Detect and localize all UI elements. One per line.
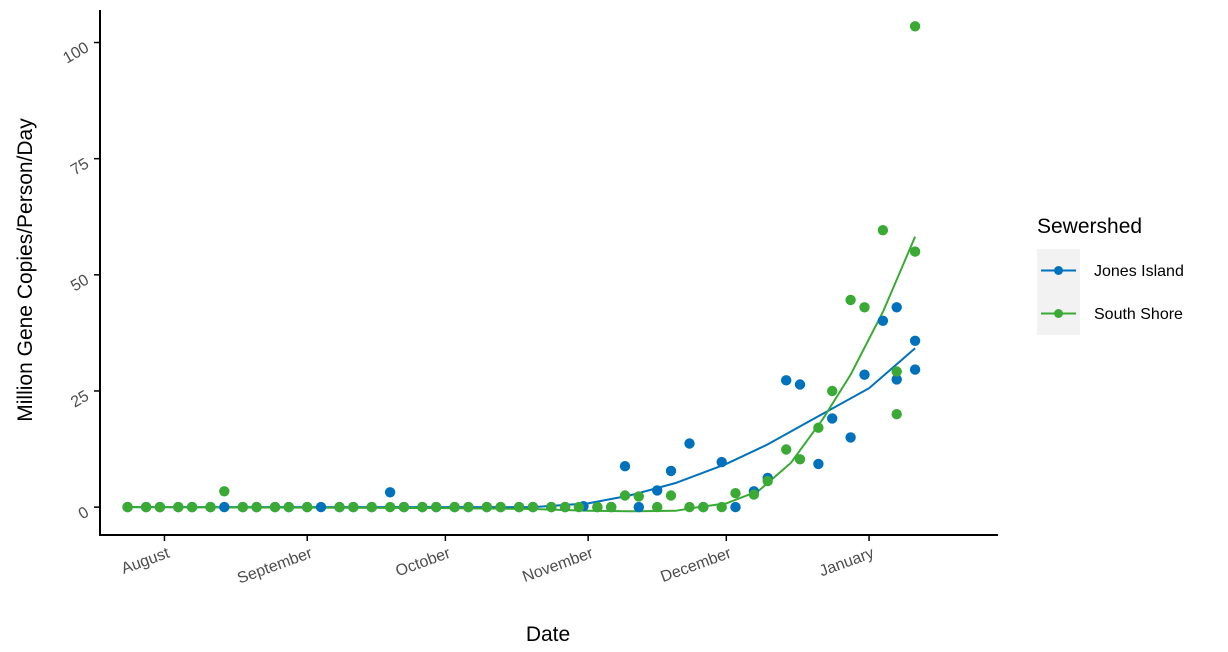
- data-point-south-shore: [781, 444, 792, 455]
- data-point-south-shore: [384, 501, 396, 513]
- data-point-south-shore: [909, 21, 921, 32]
- data-point-south-shore: [559, 501, 571, 513]
- data-point-south-shore: [140, 501, 152, 513]
- data-point-south-shore: [154, 501, 166, 513]
- data-point-south-shore: [827, 385, 838, 397]
- y-tick-label: 0: [76, 504, 92, 523]
- data-point-south-shore: [794, 454, 806, 465]
- data-point-south-shore: [665, 490, 677, 501]
- x-axis-title: Date: [526, 623, 570, 646]
- data-point-south-shore: [619, 490, 631, 501]
- data-point-south-shore: [762, 475, 773, 487]
- legend-key-point-jones-island: [1054, 266, 1063, 275]
- fit-line-south-shore: [127, 236, 917, 513]
- data-point-south-shore: [173, 501, 184, 513]
- data-point-jones-island: [716, 456, 727, 468]
- y-axis-title: Million Gene Copies/Person/Day: [14, 118, 37, 422]
- data-point-south-shore: [877, 225, 889, 236]
- x-tick-label: September: [235, 545, 315, 588]
- data-point-south-shore: [283, 501, 294, 513]
- data-point-jones-island: [781, 375, 792, 386]
- data-point-jones-island: [827, 413, 838, 424]
- data-point-jones-island: [877, 315, 889, 326]
- data-point-jones-island: [633, 501, 644, 513]
- legend-title: Sewershed: [1037, 215, 1142, 238]
- data-point-south-shore: [592, 501, 603, 513]
- data-point-south-shore: [513, 501, 525, 513]
- data-point-south-shore: [716, 501, 727, 513]
- data-point-jones-island: [684, 438, 695, 449]
- y-tick-label: 75: [68, 155, 92, 179]
- data-point-south-shore: [495, 501, 506, 513]
- plot-area: [122, 21, 921, 513]
- data-point-jones-island: [652, 485, 663, 496]
- legend: Sewershed Jones Island South Shore: [1037, 215, 1184, 335]
- data-point-south-shore: [219, 486, 230, 497]
- data-point-south-shore: [573, 501, 585, 513]
- x-tick-label: January: [817, 545, 876, 580]
- data-point-south-shore: [269, 501, 281, 513]
- data-point-south-shore: [909, 246, 921, 257]
- data-point-jones-island: [794, 379, 806, 390]
- data-point-south-shore: [417, 501, 428, 513]
- fit-line-jones-island: [127, 347, 916, 509]
- data-point-south-shore: [730, 488, 741, 499]
- data-point-south-shore: [463, 501, 474, 513]
- data-point-south-shore: [334, 501, 345, 513]
- data-point-south-shore: [366, 501, 377, 513]
- y-tick-label: 50: [68, 272, 92, 296]
- data-point-south-shore: [748, 489, 760, 500]
- data-point-south-shore: [122, 501, 133, 513]
- data-point-south-shore: [546, 501, 557, 513]
- data-point-south-shore: [813, 422, 824, 433]
- data-point-south-shore: [698, 501, 709, 513]
- data-point-jones-island: [730, 501, 741, 513]
- data-point-jones-island: [859, 369, 870, 380]
- data-point-south-shore: [398, 501, 410, 513]
- data-point-south-shore: [606, 501, 617, 513]
- data-point-jones-island: [219, 501, 230, 513]
- data-point-jones-island: [619, 461, 631, 472]
- x-tick-label: October: [393, 545, 453, 581]
- data-point-south-shore: [431, 501, 442, 513]
- data-point-jones-island: [891, 374, 902, 385]
- data-point-jones-island: [891, 302, 902, 313]
- data-point-south-shore: [251, 501, 262, 513]
- data-point-south-shore: [205, 501, 216, 513]
- data-point-jones-island: [909, 364, 921, 375]
- data-point-south-shore: [481, 501, 492, 513]
- data-point-south-shore: [891, 366, 902, 377]
- data-point-south-shore: [891, 409, 902, 420]
- data-point-south-shore: [449, 501, 460, 513]
- data-point-south-shore: [859, 302, 870, 313]
- data-point-south-shore: [633, 491, 644, 502]
- data-point-south-shore: [652, 501, 663, 513]
- x-tick-label: December: [658, 545, 734, 586]
- x-tick-label: August: [119, 545, 172, 578]
- y-tick-label: 25: [68, 388, 92, 412]
- data-point-south-shore: [527, 501, 539, 513]
- axes: 0 25 50 75 100 August September October November…: [60, 10, 998, 588]
- y-tick-label: 100: [60, 39, 92, 67]
- data-point-south-shore: [348, 501, 359, 513]
- data-point-south-shore: [237, 501, 248, 513]
- data-point-jones-island: [813, 458, 824, 470]
- data-point-south-shore: [684, 501, 695, 513]
- legend-label-south-shore: South Shore: [1094, 306, 1183, 323]
- data-point-jones-island: [909, 335, 921, 346]
- x-tick-label: November: [520, 545, 596, 586]
- data-point-jones-island: [384, 487, 396, 498]
- data-point-jones-island: [665, 465, 677, 477]
- data-point-south-shore: [845, 294, 856, 306]
- data-point-jones-island: [315, 501, 327, 513]
- legend-key-point-south-shore: [1054, 309, 1063, 318]
- data-point-jones-island: [845, 432, 856, 443]
- data-point-south-shore: [302, 501, 313, 513]
- legend-label-jones-island: Jones Island: [1094, 263, 1184, 280]
- data-point-south-shore: [186, 501, 198, 513]
